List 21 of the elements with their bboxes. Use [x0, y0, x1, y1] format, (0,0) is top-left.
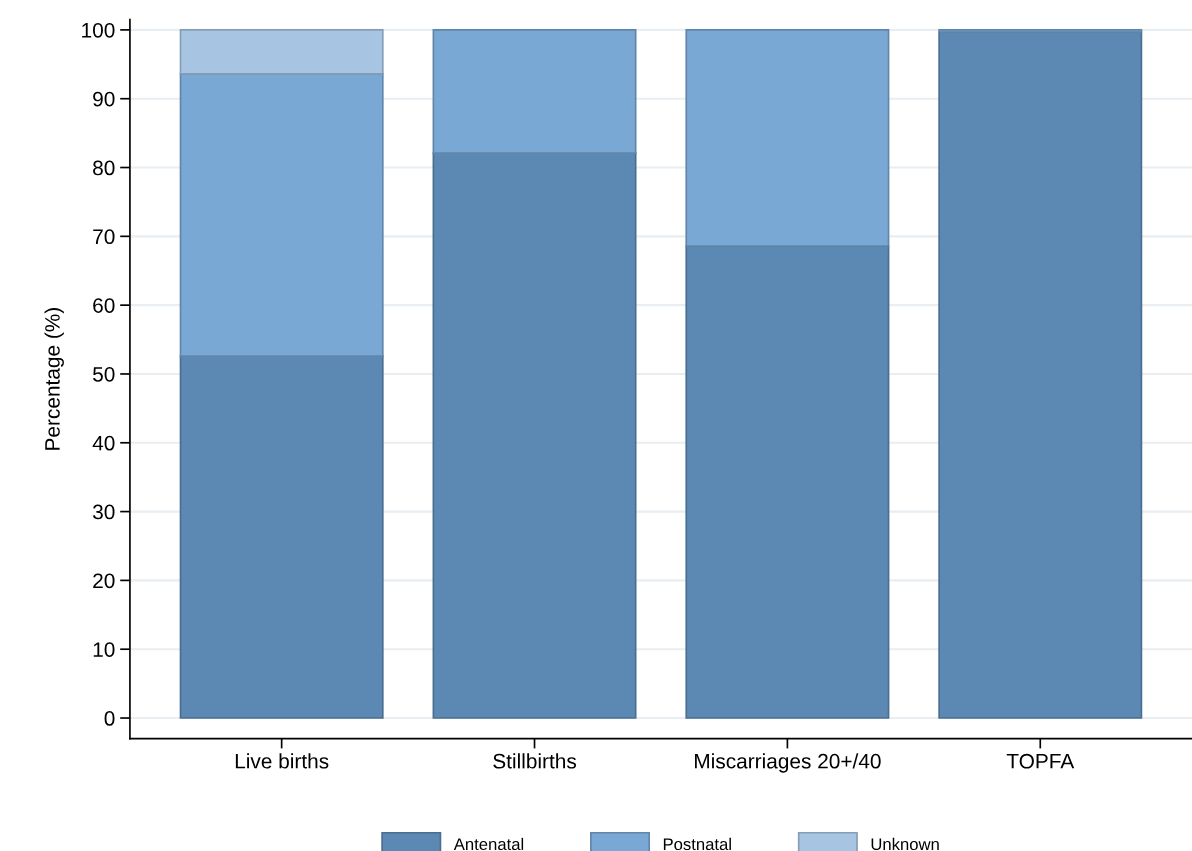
y-tick-label: 100 [82, 22, 115, 38]
x-tick-label: Miscarriages 20+/40 [695, 753, 881, 773]
y-tick-label: 50 [93, 366, 115, 382]
bar [938, 31, 1143, 719]
x-tick-label: Live births [235, 753, 329, 769]
y-tick-label: 20 [93, 573, 115, 589]
legend-label: Unknown [871, 837, 939, 851]
y-tick-label: 10 [93, 642, 115, 657]
x-tick-label: Stillbirths [493, 753, 577, 769]
y-tick-label: 60 [93, 298, 115, 313]
y-tick-label: 30 [92, 504, 115, 520]
y-tick-label: 70 [93, 229, 115, 245]
y-tick-label: 90 [93, 91, 115, 107]
bar [179, 29, 384, 75]
y-axis-title: Percentage (%) [44, 308, 64, 450]
y-tick-label: 40 [92, 435, 115, 451]
y-tick-label: 0 [104, 711, 115, 726]
legend-label: Postnatal [663, 837, 731, 851]
legend-label: Antenatal [453, 837, 524, 851]
x-tick-label: TOPFA [1006, 753, 1075, 769]
y-tick-label: 80 [93, 160, 115, 176]
